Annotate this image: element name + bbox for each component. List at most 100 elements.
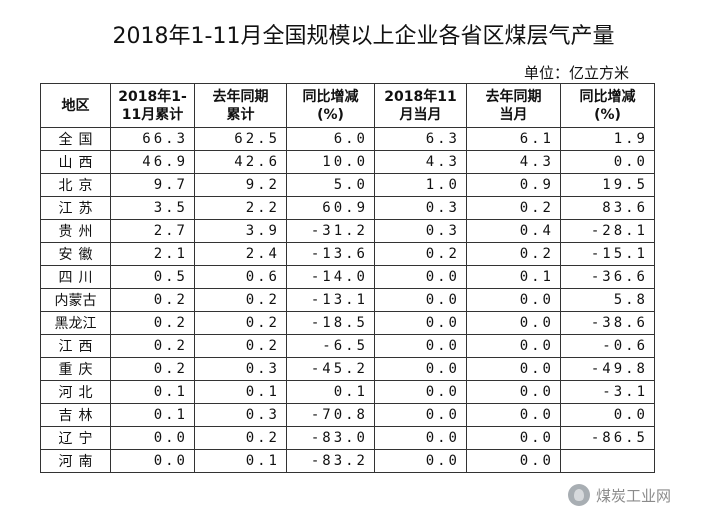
value-cell-month: 6.3 [374, 127, 467, 151]
value-cell-month: 0.0 [374, 288, 467, 312]
value-cell-cum: 0.0 [110, 449, 195, 473]
value-cell-cum-yoy: 6.0 [286, 127, 375, 151]
value-cell-cum: 3.5 [110, 196, 195, 220]
table-row: 四川 0.5 0.6 -14.0 0.0 0.1 -36.6 [40, 265, 655, 289]
region-cell: 重庆 [40, 357, 111, 381]
value-cell-cum: 0.2 [110, 311, 195, 335]
value-cell-cum-yoy: -45.2 [286, 357, 375, 381]
table-row: 山西 46.9 42.6 10.0 4.3 4.3 0.0 [40, 150, 655, 174]
value-cell-cum-prev: 0.1 [194, 449, 287, 473]
value-cell-cum: 0.2 [110, 357, 195, 381]
value-cell-cum-prev: 3.9 [194, 219, 287, 243]
value-cell-cum-prev: 0.1 [194, 380, 287, 404]
value-cell-month-prev: 0.2 [466, 242, 561, 266]
value-cell-cum-yoy: -13.6 [286, 242, 375, 266]
value-cell-month-yoy [560, 449, 655, 473]
value-cell-cum-prev: 62.5 [194, 127, 287, 151]
table-row: 江西 0.2 0.2 -6.5 0.0 0.0 -0.6 [40, 334, 655, 358]
value-cell-month: 0.0 [374, 449, 467, 473]
table-row: 内蒙古 0.2 0.2 -13.1 0.0 0.0 5.8 [40, 288, 655, 312]
value-cell-month: 0.0 [374, 357, 467, 381]
table-row: 河北 0.1 0.1 0.1 0.0 0.0 -3.1 [40, 380, 655, 404]
value-cell-month: 0.0 [374, 265, 467, 289]
value-cell-month-prev: 0.1 [466, 265, 561, 289]
value-cell-month-yoy: -28.1 [560, 219, 655, 243]
value-cell-cum-prev: 2.4 [194, 242, 287, 266]
value-cell-month-prev: 0.0 [466, 311, 561, 335]
header-region: 地区 [40, 83, 111, 128]
region-cell: 内蒙古 [40, 288, 111, 312]
value-cell-month-prev: 0.0 [466, 288, 561, 312]
region-cell: 江苏 [40, 196, 111, 220]
value-cell-cum: 0.1 [110, 403, 195, 427]
value-cell-month-prev: 0.0 [466, 449, 561, 473]
region-cell: 黑龙江 [40, 311, 111, 335]
value-cell-cum-yoy: -13.1 [286, 288, 375, 312]
header-cumulative-yoy: 同比增减 (%) [286, 83, 375, 128]
header-month: 2018年11 月当月 [374, 83, 467, 128]
value-cell-month: 0.3 [374, 219, 467, 243]
value-cell-cum-yoy: -83.0 [286, 426, 375, 450]
value-cell-cum: 2.1 [110, 242, 195, 266]
value-cell-month-yoy: 5.8 [560, 288, 655, 312]
value-cell-cum-yoy: 0.1 [286, 380, 375, 404]
value-cell-cum-yoy: -83.2 [286, 449, 375, 473]
region-cell: 全国 [40, 127, 111, 151]
value-cell-cum: 66.3 [110, 127, 195, 151]
value-cell-cum: 0.2 [110, 288, 195, 312]
table-row: 江苏 3.5 2.2 60.9 0.3 0.2 83.6 [40, 196, 655, 220]
value-cell-cum-prev: 0.2 [194, 426, 287, 450]
value-cell-cum-prev: 0.6 [194, 265, 287, 289]
value-cell-month-yoy: -86.5 [560, 426, 655, 450]
table-row: 贵州 2.7 3.9 -31.2 0.3 0.4 -28.1 [40, 219, 655, 243]
production-table: 地区 2018年1- 11月累计 去年同期 累计 同比增减 (%) 2018年11 月当… [40, 83, 655, 473]
value-cell-cum-prev: 0.2 [194, 311, 287, 335]
value-cell-cum: 46.9 [110, 150, 195, 174]
value-cell-month: 0.0 [374, 380, 467, 404]
value-cell-month-prev: 0.0 [466, 403, 561, 427]
wechat-logo-icon [567, 484, 590, 506]
value-cell-month-prev: 0.0 [466, 426, 561, 450]
header-month-yoy: 同比增减 (%) [560, 83, 655, 128]
value-cell-month-prev: 0.0 [466, 334, 561, 358]
region-cell: 山西 [40, 150, 111, 174]
value-cell-cum-prev: 42.6 [194, 150, 287, 174]
value-cell-month-yoy: 0.0 [560, 150, 655, 174]
value-cell-cum-prev: 0.2 [194, 288, 287, 312]
value-cell-month-yoy: -36.6 [560, 265, 655, 289]
value-cell-cum-prev: 2.2 [194, 196, 287, 220]
value-cell-cum: 0.2 [110, 334, 195, 358]
unit-label: 单位：亿立方米 [523, 64, 629, 82]
region-cell: 北京 [40, 173, 111, 197]
value-cell-month: 0.0 [374, 403, 467, 427]
value-cell-cum: 9.7 [110, 173, 195, 197]
value-cell-month-yoy: -3.1 [560, 380, 655, 404]
region-cell: 安徽 [40, 242, 111, 266]
page-title: 2018年1-11月全国规模以上企业各省区煤层气产量 [112, 24, 615, 49]
value-cell-cum-yoy: 5.0 [286, 173, 375, 197]
header-month-prev: 去年同期 当月 [466, 83, 561, 128]
value-cell-cum-yoy: -6.5 [286, 334, 375, 358]
watermark: 煤炭工业网 [567, 484, 671, 506]
value-cell-month-prev: 0.0 [466, 357, 561, 381]
value-cell-month: 0.0 [374, 334, 467, 358]
table-row: 全国 66.3 62.5 6.0 6.3 6.1 1.9 [40, 127, 655, 151]
value-cell-cum-yoy: -18.5 [286, 311, 375, 335]
value-cell-month-yoy: -15.1 [560, 242, 655, 266]
region-cell: 辽宁 [40, 426, 111, 450]
value-cell-month-yoy: -49.8 [560, 357, 655, 381]
value-cell-cum-prev: 0.3 [194, 357, 287, 381]
value-cell-cum-prev: 0.3 [194, 403, 287, 427]
watermark-text: 煤炭工业网 [595, 486, 671, 505]
value-cell-cum-yoy: -14.0 [286, 265, 375, 289]
value-cell-cum: 0.0 [110, 426, 195, 450]
value-cell-cum-yoy: 10.0 [286, 150, 375, 174]
value-cell-month: 0.2 [374, 242, 467, 266]
value-cell-cum-prev: 9.2 [194, 173, 287, 197]
region-cell: 河南 [40, 449, 111, 473]
value-cell-month-prev: 0.0 [466, 380, 561, 404]
value-cell-month-yoy: 19.5 [560, 173, 655, 197]
value-cell-month: 0.0 [374, 311, 467, 335]
value-cell-cum: 2.7 [110, 219, 195, 243]
value-cell-month-prev: 0.9 [466, 173, 561, 197]
